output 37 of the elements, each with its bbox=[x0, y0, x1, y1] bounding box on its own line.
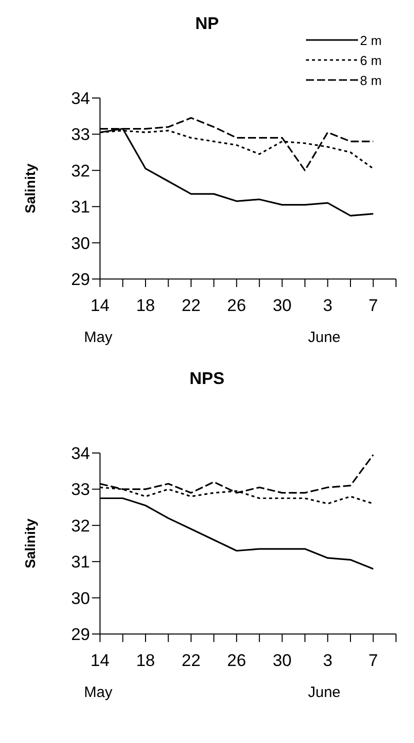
x-tick-label: 7 bbox=[368, 651, 378, 670]
legend-label: 2 m bbox=[360, 32, 382, 48]
y-axis-title: Salinity bbox=[22, 518, 38, 568]
legend-label: 8 m bbox=[360, 72, 382, 88]
x-tick-label: 7 bbox=[368, 296, 378, 316]
x-tick-label: 14 bbox=[90, 651, 110, 670]
y-tick-label: 33 bbox=[71, 480, 90, 500]
legend-label: 6 m bbox=[360, 52, 382, 68]
y-tick-label: 31 bbox=[71, 552, 90, 572]
x-tick-label: 30 bbox=[272, 651, 292, 670]
y-tick-label: 29 bbox=[71, 625, 90, 644]
x-tick-label: 22 bbox=[182, 651, 201, 670]
x-tick-label: 3 bbox=[322, 296, 332, 316]
y-tick-label: 30 bbox=[71, 234, 90, 253]
y-tick-label: 33 bbox=[71, 125, 90, 144]
x-tick-label: 26 bbox=[227, 651, 246, 670]
x-tick-label: 18 bbox=[136, 651, 155, 670]
text: June bbox=[308, 329, 341, 346]
y-tick-label: 29 bbox=[71, 270, 90, 290]
text: June bbox=[308, 684, 341, 701]
y-tick-label: 32 bbox=[71, 516, 90, 536]
x-tick-label: 18 bbox=[136, 296, 155, 316]
x-tick-label: 14 bbox=[90, 296, 110, 316]
x-tick-label: 22 bbox=[182, 296, 201, 316]
y-tick-label: 30 bbox=[71, 588, 90, 608]
text: May bbox=[84, 329, 112, 346]
x-tick-label: 30 bbox=[272, 296, 292, 316]
x-tick-label: 26 bbox=[227, 296, 246, 316]
chart-title: NPS bbox=[188, 369, 226, 389]
y-tick-label: 34 bbox=[71, 89, 90, 108]
y-tick-label: 31 bbox=[71, 198, 90, 217]
y-tick-label: 34 bbox=[71, 444, 90, 464]
chart-title: NP bbox=[194, 14, 220, 34]
text: May bbox=[84, 684, 112, 701]
y-tick-label: 32 bbox=[71, 161, 90, 180]
x-tick-label: 3 bbox=[322, 651, 332, 670]
y-axis-title: Salinity bbox=[22, 163, 38, 214]
